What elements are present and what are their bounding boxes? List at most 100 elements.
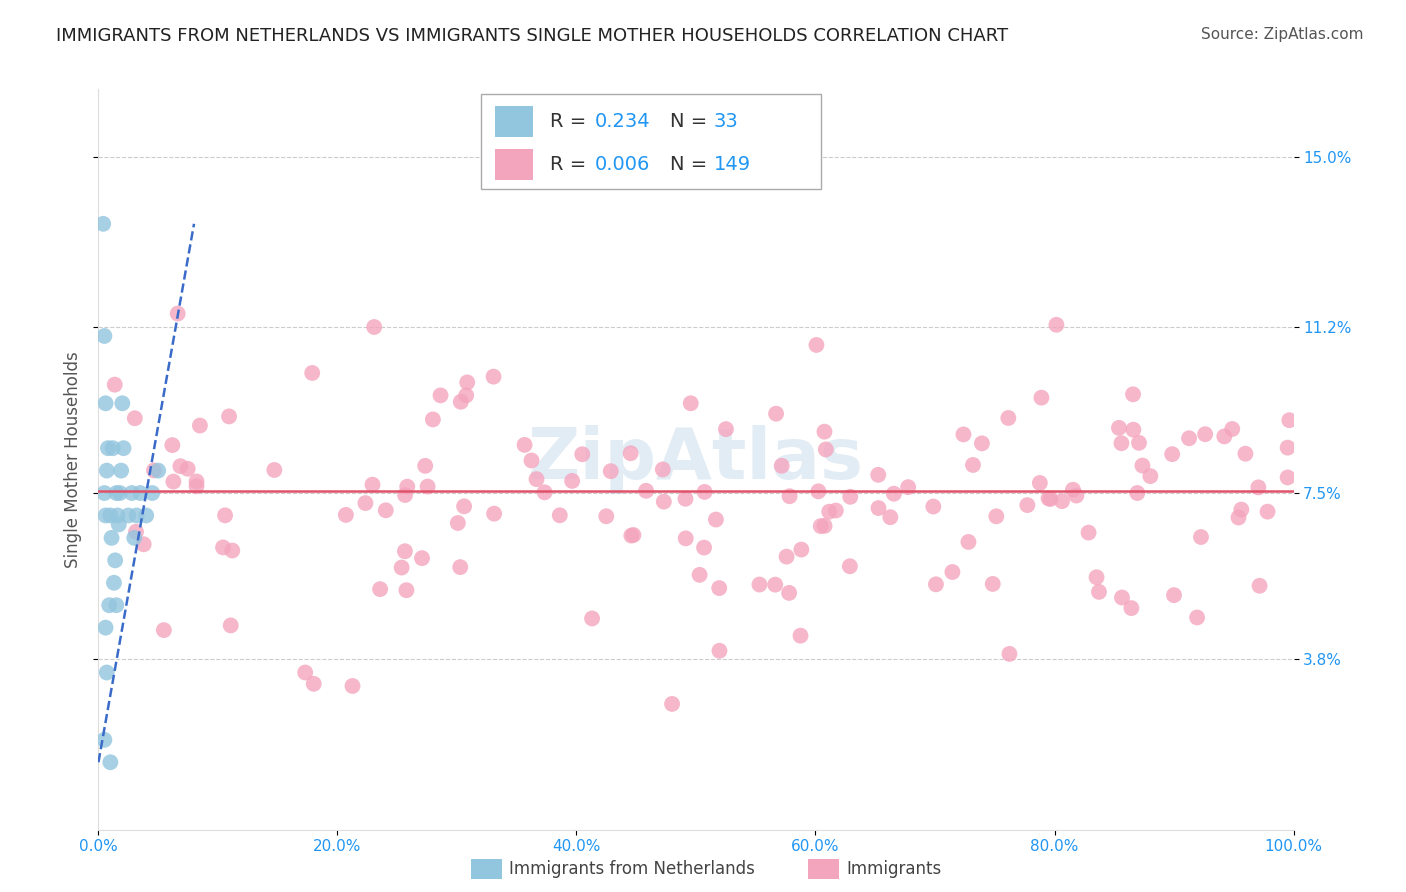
- Point: [897, 480, 920, 494]
- Point: [105, 486, 128, 500]
- Point: [456, 376, 478, 390]
- Point: [548, 508, 571, 523]
- Point: [429, 388, 451, 402]
- Point: [112, 441, 135, 455]
- Point: [94, 508, 117, 523]
- Text: 33: 33: [714, 112, 738, 131]
- Point: [413, 458, 436, 473]
- FancyBboxPatch shape: [495, 149, 533, 180]
- Text: N =: N =: [669, 112, 713, 131]
- Point: [301, 366, 323, 380]
- Point: [104, 377, 127, 392]
- Point: [482, 369, 505, 384]
- Point: [1121, 601, 1143, 615]
- Point: [94, 621, 117, 635]
- Point: [394, 488, 416, 502]
- Point: [411, 551, 433, 566]
- Point: [595, 509, 617, 524]
- Point: [449, 560, 471, 574]
- Point: [132, 537, 155, 551]
- Point: [214, 508, 236, 523]
- Point: [1045, 318, 1067, 332]
- Text: 149: 149: [714, 155, 751, 174]
- Text: R =: R =: [550, 155, 593, 174]
- Point: [1139, 469, 1161, 483]
- Point: [661, 697, 683, 711]
- Point: [868, 501, 890, 516]
- Text: 0.006: 0.006: [595, 155, 650, 174]
- Point: [108, 486, 131, 500]
- Point: [824, 503, 846, 517]
- Point: [96, 464, 118, 478]
- FancyBboxPatch shape: [481, 95, 821, 189]
- Point: [395, 583, 418, 598]
- Point: [1234, 447, 1257, 461]
- Point: [1278, 413, 1301, 427]
- Point: [714, 422, 737, 436]
- Point: [1088, 585, 1111, 599]
- Point: [1111, 591, 1133, 605]
- Point: [93, 329, 115, 343]
- Point: [1128, 435, 1150, 450]
- Point: [263, 463, 285, 477]
- Point: [186, 479, 208, 493]
- Point: [396, 480, 419, 494]
- Point: [709, 644, 731, 658]
- Point: [1185, 610, 1208, 624]
- Point: [447, 516, 470, 530]
- Point: [100, 531, 122, 545]
- Point: [1227, 510, 1250, 524]
- Point: [96, 665, 118, 680]
- Point: [1132, 458, 1154, 473]
- Point: [153, 623, 176, 637]
- Point: [218, 409, 240, 424]
- Point: [363, 320, 385, 334]
- Point: [1062, 483, 1084, 497]
- Point: [1038, 491, 1060, 506]
- Point: [104, 553, 127, 567]
- Point: [141, 486, 163, 500]
- Point: [693, 484, 716, 499]
- Point: [561, 474, 583, 488]
- Point: [453, 500, 475, 514]
- Point: [1178, 431, 1201, 445]
- Point: [520, 453, 543, 467]
- Point: [581, 611, 603, 625]
- Point: [422, 412, 444, 426]
- Point: [1277, 470, 1299, 484]
- Point: [1077, 525, 1099, 540]
- Point: [93, 486, 115, 500]
- Point: [806, 338, 828, 352]
- Point: [879, 510, 901, 524]
- Text: 0.234: 0.234: [595, 112, 650, 131]
- Point: [416, 479, 439, 493]
- Point: [302, 677, 325, 691]
- Point: [636, 483, 658, 498]
- Point: [838, 559, 860, 574]
- Point: [883, 486, 905, 500]
- Point: [135, 508, 157, 523]
- Point: [98, 598, 121, 612]
- Point: [1189, 530, 1212, 544]
- Point: [675, 532, 697, 546]
- Point: [526, 472, 548, 486]
- Point: [212, 541, 235, 555]
- Point: [748, 577, 770, 591]
- Text: R =: R =: [550, 112, 593, 131]
- Point: [124, 531, 146, 545]
- Point: [962, 458, 984, 472]
- Point: [1017, 498, 1039, 512]
- Point: [110, 464, 132, 478]
- Point: [981, 577, 1004, 591]
- Point: [1050, 494, 1073, 508]
- Point: [143, 463, 166, 477]
- Point: [513, 438, 536, 452]
- Point: [166, 307, 188, 321]
- Point: [97, 441, 120, 455]
- Point: [997, 411, 1019, 425]
- Point: [103, 575, 125, 590]
- Point: [1111, 436, 1133, 450]
- Point: [1029, 475, 1052, 490]
- Point: [1163, 588, 1185, 602]
- Point: [1220, 422, 1243, 436]
